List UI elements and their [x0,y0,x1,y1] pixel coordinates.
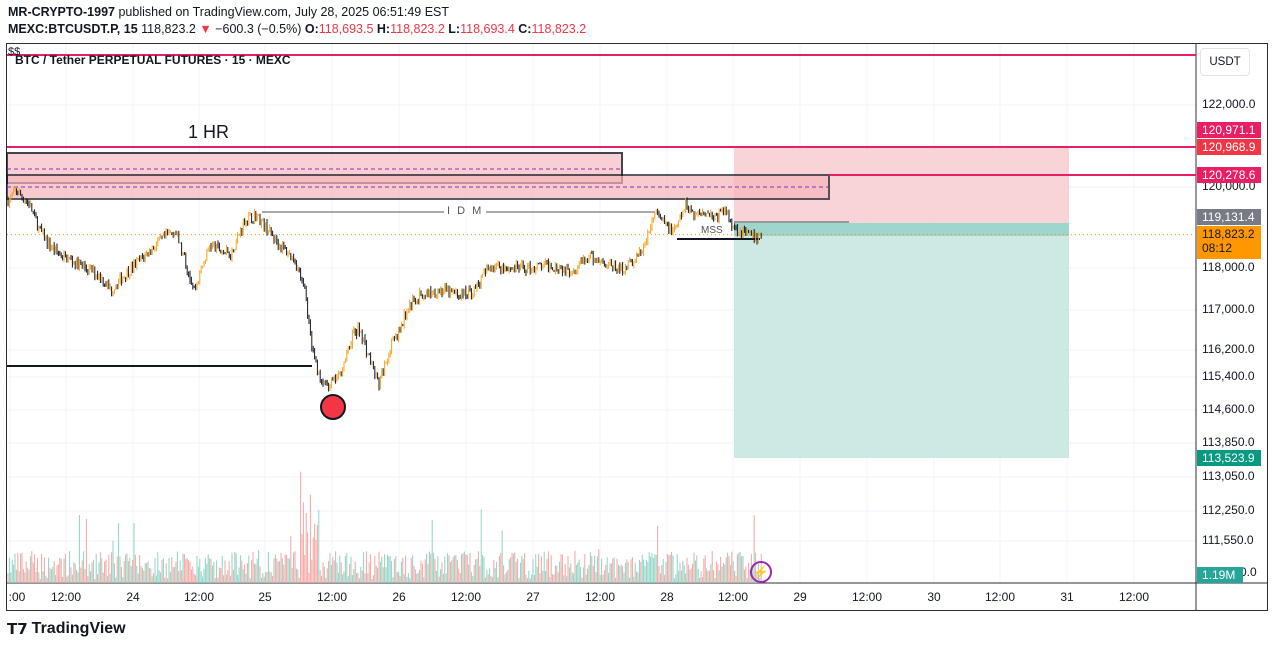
tradingview-logo-icon: 𝗧𝟳 [7,621,28,638]
time-axis-label: 12:00 [717,590,749,604]
high-value: 118,823.2 [390,22,445,36]
idm-label: I D M [444,205,487,217]
volume-tag: 1.19M [1197,567,1243,583]
author[interactable]: MR-CRYPTO-1997 [8,5,115,19]
change: −600.3 (−0.5%) [215,22,302,36]
open-value: 118,693.5 [318,22,374,36]
time-axis-label: 27 [526,590,540,604]
price-tag-entry: 119,131.4 [1197,209,1261,225]
price-tag-current: 118,823.2 08:12 [1197,226,1261,259]
time-axis-label: 29 [793,590,807,604]
price-axis-label: 122,000.0 [1202,97,1256,111]
entry-band [734,223,1069,236]
price-tag-line: 120,968.9 [1197,139,1261,155]
symbol: MEXC:BTCUSDT.P, 15 [8,22,138,36]
price-tag-resistance: 120,278.6 [1197,167,1261,183]
price-axis-label: 113,050.0 [1202,469,1255,483]
chart-title: BTC / Tether PERPETUAL FUTURES · 15 · ME… [15,53,291,67]
tradingview-logo[interactable]: 𝗧𝟳 TradingView [7,620,126,638]
time-axis-label: 25 [258,590,272,604]
price-tag-target: 113,523.9 [1197,450,1261,466]
time-axis-label: 28 [660,590,674,604]
time-axis-label: 12:00 [1118,590,1150,604]
time-axis-label: 12:00 [50,590,82,604]
time-axis-label: 12:00 [584,590,616,604]
candle-countdown: 08:12 [1202,241,1233,255]
last-price: 118,823.2 [141,22,196,36]
current-price: 118,823.2 [1202,227,1255,241]
ohlc-line: MEXC:BTCUSDT.P, 15 118,823.2 ▼ −600.3 (−… [8,22,586,36]
red-circle-marker [320,394,346,420]
close-value: 118,823.2 [531,22,587,36]
price-axis-label: 0.0 [1240,565,1257,579]
price-axis-label: 112,250.0 [1202,503,1255,517]
open-label: O: [304,22,319,36]
high-label: H: [376,22,391,36]
take-profit-zone [734,223,1069,458]
close-label: C: [518,22,532,36]
price-tag-stop: 120,971.1 [1197,122,1261,138]
timeframe-label: 1 HR [188,122,230,142]
time-axis-label: 12:00 [316,590,348,604]
supply-zone-2 [6,174,830,200]
time-axis-label: 12:00 [183,590,215,604]
time-axis-label: 30 [927,590,941,604]
mss-label: MSS [701,225,723,236]
currency-button[interactable]: USDT [1200,48,1250,76]
lightning-icon[interactable]: ⚡ [750,561,772,583]
ss-label: $$ [8,46,21,58]
time-axis-label: 26 [392,590,406,604]
time-axis-label: 24 [126,590,140,604]
low-label: L: [448,22,461,36]
down-arrow-icon: ▼ [199,22,212,36]
price-axis-label: 118,000.0 [1202,260,1255,274]
low-value: 118,693.4 [460,22,515,36]
price-axis-label: 114,600.0 [1202,402,1255,416]
time-axis-label: 31 [1060,590,1074,604]
publish-info: published on TradingView.com, July 28, 2… [118,5,450,19]
price-axis-label: 117,000.0 [1202,302,1255,316]
chart-frame[interactable] [6,43,1268,611]
time-axis-label: 12:00 [851,590,883,604]
logo-text: TradingView [31,620,126,637]
publish-line: MR-CRYPTO-1997 published on TradingView.… [8,5,449,19]
price-axis-label: 111,550.0 [1202,533,1254,547]
price-axis-label: 115,400.0 [1202,369,1255,383]
time-axis-label: 12:00 [450,590,482,604]
time-axis-label: :00 [8,590,26,604]
price-axis-label: 116,200.0 [1202,342,1255,356]
price-axis-label: 113,850.0 [1202,435,1255,449]
time-axis-label: 12:00 [984,590,1016,604]
